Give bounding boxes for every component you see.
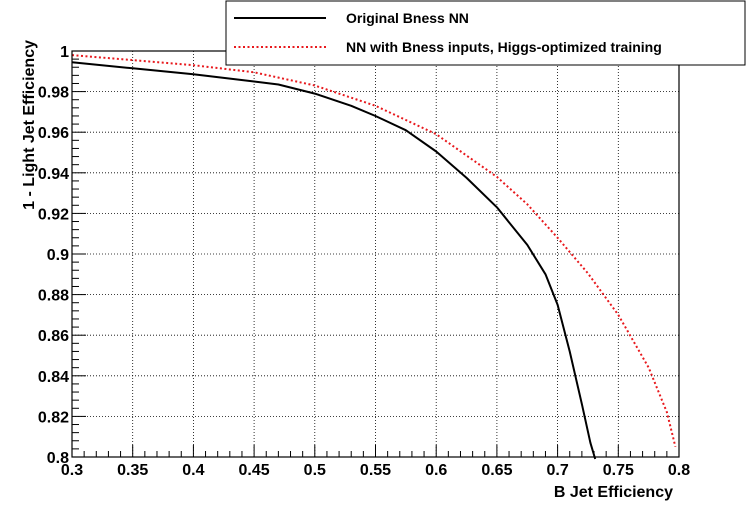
x-tick-labels: 0.3 0.35 0.4 0.45 0.5 0.55 0.6 0.65 0.7 0.75 0.8 [61,462,690,479]
y-axis-title: 1 - Light Jet Efficiency [21,40,38,210]
x-tick-label: 0.3 [61,462,83,479]
y-tick-label: 0.92 [38,206,69,223]
y-tick-label: 0.94 [38,166,69,183]
x-tick-label: 0.55 [360,462,391,479]
y-tick-label: 0.82 [38,409,69,426]
axis-ticks [71,50,680,458]
series-higgs-optimized-nn [71,54,677,448]
y-tick-labels: 0.8 0.82 0.84 0.86 0.88 0.9 0.92 0.94 0.96 0.98 1 [38,44,69,467]
y-tick-label: 0.8 [47,450,69,467]
legend-box [225,0,746,66]
x-axis-title: B Jet Efficiency [554,484,673,501]
x-tick-label: 0.5 [304,462,326,479]
series-lines [71,54,677,460]
y-tick-label: 0.88 [38,288,69,305]
x-tick-label: 0.35 [117,462,148,479]
y-tick-label: 1 [60,44,69,61]
x-tick-label: 0.4 [182,462,204,479]
x-tick-label: 0.8 [668,462,690,479]
y-tick-label: 0.84 [38,369,69,386]
x-tick-label: 0.75 [603,462,634,479]
legend-label-higgs: NN with Bness inputs, Higgs-optimized tr… [346,39,662,55]
y-tick-label: 0.96 [38,125,69,142]
legend: Original Bness NN NN with Bness inputs, … [225,0,746,66]
legend-label-original: Original Bness NN [346,10,469,26]
x-tick-label: 0.45 [239,462,270,479]
y-tick-label: 0.86 [38,328,69,345]
grid [72,51,679,457]
y-tick-label: 0.9 [47,247,69,264]
series-original-bness-nn [71,61,597,460]
y-tick-label: 0.98 [38,85,69,102]
x-tick-label: 0.7 [546,462,568,479]
x-tick-label: 0.6 [425,462,447,479]
x-tick-label: 0.65 [481,462,512,479]
